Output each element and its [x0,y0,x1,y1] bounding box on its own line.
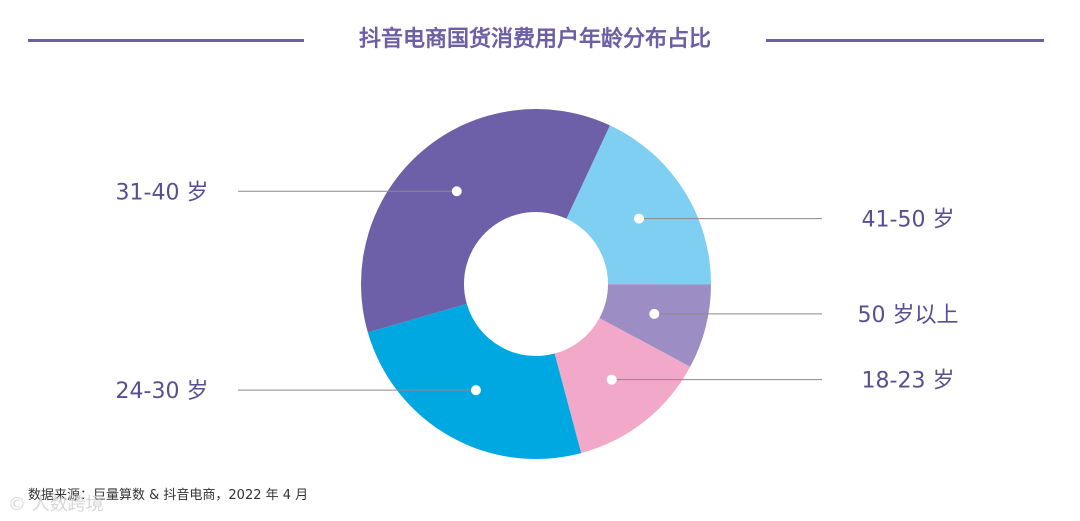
slice-marker-dot [633,213,644,224]
slice-label: 50 岁以上 [858,303,959,328]
chart-title: 抖音电商国货消费用户年龄分布占比 [358,27,711,52]
title-divider-right [766,39,1044,42]
slice-label: 24-30 岁 [116,379,209,404]
data-source-note: 数据来源：巨量算数 & 抖音电商，2022 年 4 月 [28,488,309,503]
slice-label: 41-50 岁 [862,208,955,233]
slice-marker-dot [606,374,617,385]
slice-marker-dot [451,186,462,197]
slice-label: 31-40 岁 [116,180,209,205]
slice-marker-dot [649,308,660,319]
donut-slice [566,125,711,285]
donut-slice [599,284,711,367]
donut-slice [367,303,582,459]
slice-marker-dot [470,385,481,396]
donut-slice [554,318,691,454]
title-row: 抖音电商国货消费用户年龄分布占比 [0,22,1080,58]
donut-slice [361,108,610,333]
slice-label: 18-23 岁 [862,369,955,394]
title-divider-left [28,39,304,42]
